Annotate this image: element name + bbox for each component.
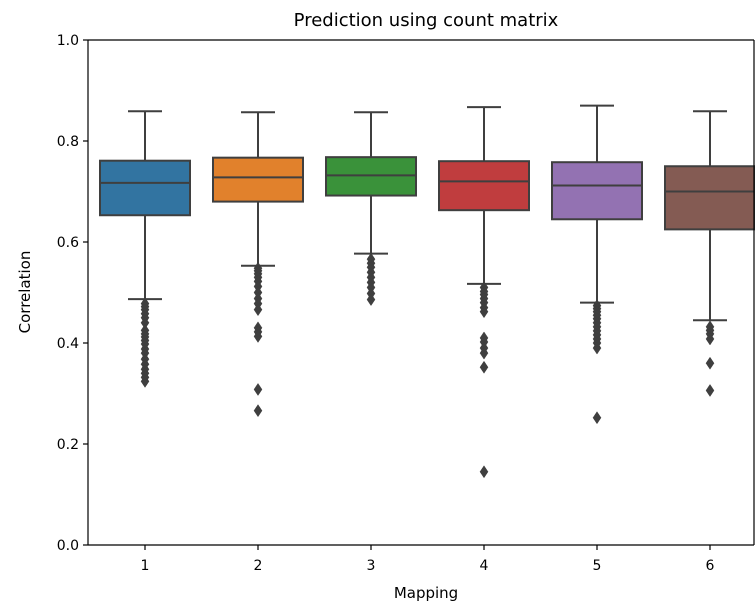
outlier-4-11 [479,360,489,374]
outlier-1-18 [140,374,150,388]
box-2 [212,156,304,203]
x-tick-label-6: 6 [706,558,715,574]
box-1 [99,159,191,217]
outlier-4-6 [479,305,489,319]
outlier-6-5 [705,384,715,397]
x-axis-label: Mapping [394,584,458,602]
x-tick-label-3: 3 [367,558,376,574]
y-tick-label-1.0: 1.0 [57,33,79,49]
x-tick-label-4: 4 [480,558,489,574]
y-tick-label-0.0: 0.0 [57,538,79,554]
outlier-6-3 [705,332,715,346]
box-6 [664,165,755,231]
outlier-2-13 [253,383,263,396]
outlier-2-9 [253,303,263,317]
chart-title: Prediction using count matrix [294,10,559,31]
box-5 [551,161,643,221]
outlier-5-12 [592,411,602,425]
outlier-6-4 [705,356,715,370]
outlier-4-10 [479,346,489,360]
outlier-2-14 [253,404,263,418]
y-tick-label-0.8: 0.8 [57,134,79,150]
outlier-4-12 [479,465,489,479]
x-tick-label-2: 2 [254,558,263,574]
outlier-3-8 [366,293,376,307]
plot-area: 0.0 0.2 0.4 0.6 0.8 1.0 1 2 3 4 5 6 [57,33,755,574]
box-3 [325,156,417,197]
x-tick-label-5: 5 [593,558,602,574]
y-tick-label-0.4: 0.4 [57,336,79,352]
y-tick-label-0.2: 0.2 [57,437,79,453]
outlier-5-11 [592,341,602,355]
y-tick-label-0.6: 0.6 [57,235,79,251]
box-4 [438,160,530,212]
y-axis-label: Correlation [16,251,34,334]
outlier-2-12 [253,329,263,343]
x-tick-label-1: 1 [141,558,150,574]
